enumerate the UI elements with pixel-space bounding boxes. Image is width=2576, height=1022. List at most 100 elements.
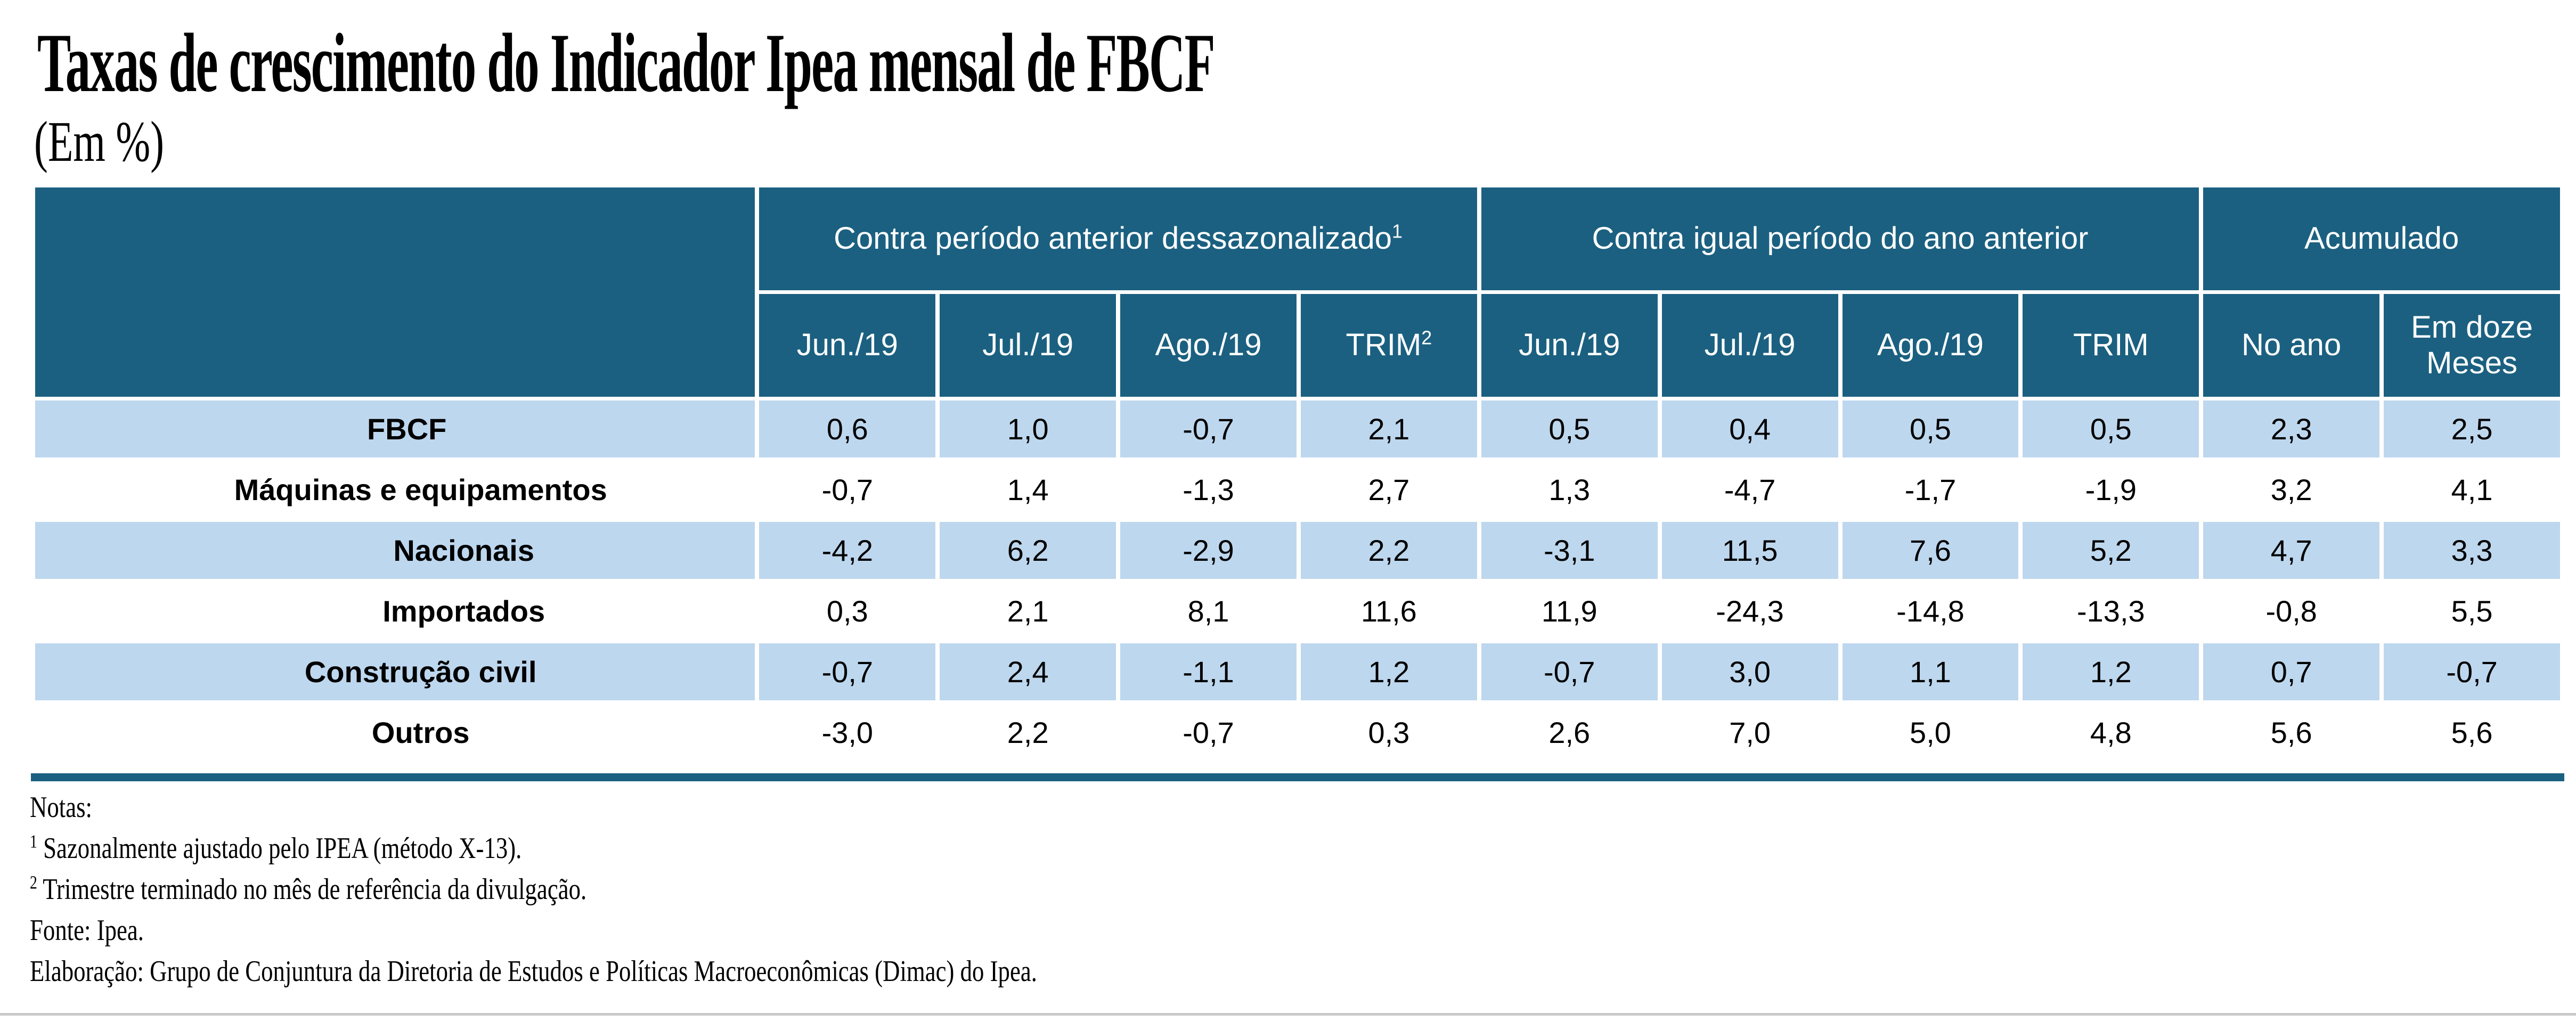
table-row: Máquinas e equipamentos -0,7 1,4 -1,3 2,7 1,3… [35,461,2560,518]
value-cell: 3,3 [2384,522,2560,579]
value-cell: 2,5 [2384,400,2560,457]
note-1-marker: 1 [30,831,37,852]
col-label: TRIM [2073,328,2149,363]
col-header: Jun./19 [1481,294,1658,397]
row-label: Outros [35,704,755,761]
value-cell: 0,7 [2203,643,2380,700]
col-header: Ago./19 [1120,294,1297,397]
table-row: Nacionais -4,2 6,2 -2,9 2,2 -3,1 11,5 7,6 5,2 4,7… [35,522,2560,579]
value-cell: 0,6 [759,400,936,457]
group-header-ano-anterior: Contra igual período do ano anterior [1481,187,2199,290]
group-label: Acumulado [2304,221,2459,256]
row-label: Importados [35,583,755,640]
value-cell: -14,8 [1842,583,2019,640]
value-cell: -0,7 [1481,643,1658,700]
value-cell: 4,8 [2023,704,2199,761]
value-cell: -0,7 [1120,400,1297,457]
row-label: Nacionais [35,522,755,579]
header-columns-row: Jun./19 Jul./19 Ago./19 TRIM2 Jun./19 Ju… [35,294,2560,397]
value-cell: -1,3 [1120,461,1297,518]
notes-block: Notas: 1 Sazonalmente ajustado pelo IPEA… [30,787,1037,992]
table-row: Importados 0,3 2,1 8,1 11,6 11,9 -24,3 -14,8 -13… [35,583,2560,640]
note-1-text: Sazonalmente ajustado pelo IPEA (método … [37,832,522,865]
col-header: Jul./19 [940,294,1116,397]
group-label: Contra período anterior dessazonalizado [834,221,1392,256]
table-row: FBCF 0,6 1,0 -0,7 2,1 0,5 0,4 0,5 0,5 2,3 2,5 [35,400,2560,457]
page-title: Taxas de crescimento do Indicador Ipea m… [37,17,1216,110]
value-cell: 0,4 [1661,400,1838,457]
table-row: Construção civil -0,7 2,4 -1,1 1,2 -0,7 3,0 1,1… [35,643,2560,700]
value-cell: 3,2 [2203,461,2380,518]
value-cell: 11,6 [1300,583,1477,640]
col-header: Jun./19 [759,294,936,397]
row-label: Construção civil [35,643,755,700]
table-row: Outros -3,0 2,2 -0,7 0,3 2,6 7,0 5,0 4,8 5,6 5,6 [35,704,2560,761]
value-cell: -4,7 [1661,461,1838,518]
value-cell: 4,1 [2384,461,2560,518]
value-cell: -0,7 [759,643,936,700]
notes-heading: Notas: [30,791,92,824]
value-cell: 3,0 [1661,643,1838,700]
note-2: 2 Trimestre terminado no mês de referênc… [30,869,1037,910]
value-cell: -1,9 [2023,461,2199,518]
value-cell: 2,2 [1300,522,1477,579]
page-subtitle: (Em %) [34,110,164,174]
group-header-acumulado: Acumulado [2203,187,2560,290]
group-superscript: 1 [1392,220,1403,242]
value-cell: 2,6 [1481,704,1658,761]
row-label: FBCF [35,400,755,457]
note-1: 1 Sazonalmente ajustado pelo IPEA (métod… [30,828,1037,869]
value-cell: -3,0 [759,704,936,761]
source-line: Fonte: Ipea. [30,914,144,947]
header-group-row: Contra período anterior dessazonalizado1… [35,187,2560,397]
col-header: TRIM [2023,294,2199,397]
col-label: Ago./19 [1877,328,1984,363]
col-label: Ago./19 [1155,328,1262,363]
table-body: FBCF 0,6 1,0 -0,7 2,1 0,5 0,4 0,5 0,5 2,3 2,5 Máqui… [35,400,2560,761]
col-label: No ano [2241,328,2342,363]
value-cell: -3,1 [1481,522,1658,579]
value-cell: 0,3 [759,583,936,640]
value-cell: -0,8 [2203,583,2380,640]
value-cell: 0,3 [1300,704,1477,761]
value-cell: 1,1 [1842,643,2019,700]
value-cell: -4,2 [759,522,936,579]
value-cell: 1,4 [940,461,1116,518]
value-cell: 2,1 [940,583,1116,640]
value-cell: 2,7 [1300,461,1477,518]
value-cell: -13,3 [2023,583,2199,640]
group-label: Contra igual período do ano anterior [1592,221,2089,256]
value-cell: 7,0 [1661,704,1838,761]
col-label: Em doze Meses [2411,309,2533,380]
value-cell: 1,2 [2023,643,2199,700]
value-cell: -0,7 [2384,643,2560,700]
value-cell: 1,2 [1300,643,1477,700]
value-cell: 5,5 [2384,583,2560,640]
value-cell: -0,7 [1120,704,1297,761]
value-cell: 5,6 [2203,704,2380,761]
value-cell: 11,5 [1661,522,1838,579]
col-label: Jul./19 [982,328,1074,363]
note-2-marker: 2 [30,872,37,893]
col-header: Jul./19 [1661,294,1838,397]
value-cell: -0,7 [759,461,936,518]
col-label: Jun./19 [1519,328,1620,363]
value-cell: 6,2 [940,522,1116,579]
row-label: Máquinas e equipamentos [35,461,755,518]
corner-cell [35,187,755,397]
value-cell: 2,4 [940,643,1116,700]
table-bottom-rule [31,773,2564,781]
value-cell: 11,9 [1481,583,1658,640]
col-label: Jun./19 [796,328,898,363]
group-header-dessazonalizado: Contra período anterior dessazonalizado1 [759,187,1477,290]
value-cell: 5,0 [1842,704,2019,761]
value-cell: 0,5 [2023,400,2199,457]
col-header: Em doze Meses [2384,294,2560,397]
value-cell: 1,0 [940,400,1116,457]
value-cell: 8,1 [1120,583,1297,640]
value-cell: 4,7 [2203,522,2380,579]
col-header: TRIM2 [1300,294,1477,397]
col-header: Ago./19 [1842,294,2019,397]
value-cell: 1,3 [1481,461,1658,518]
value-cell: 2,2 [940,704,1116,761]
